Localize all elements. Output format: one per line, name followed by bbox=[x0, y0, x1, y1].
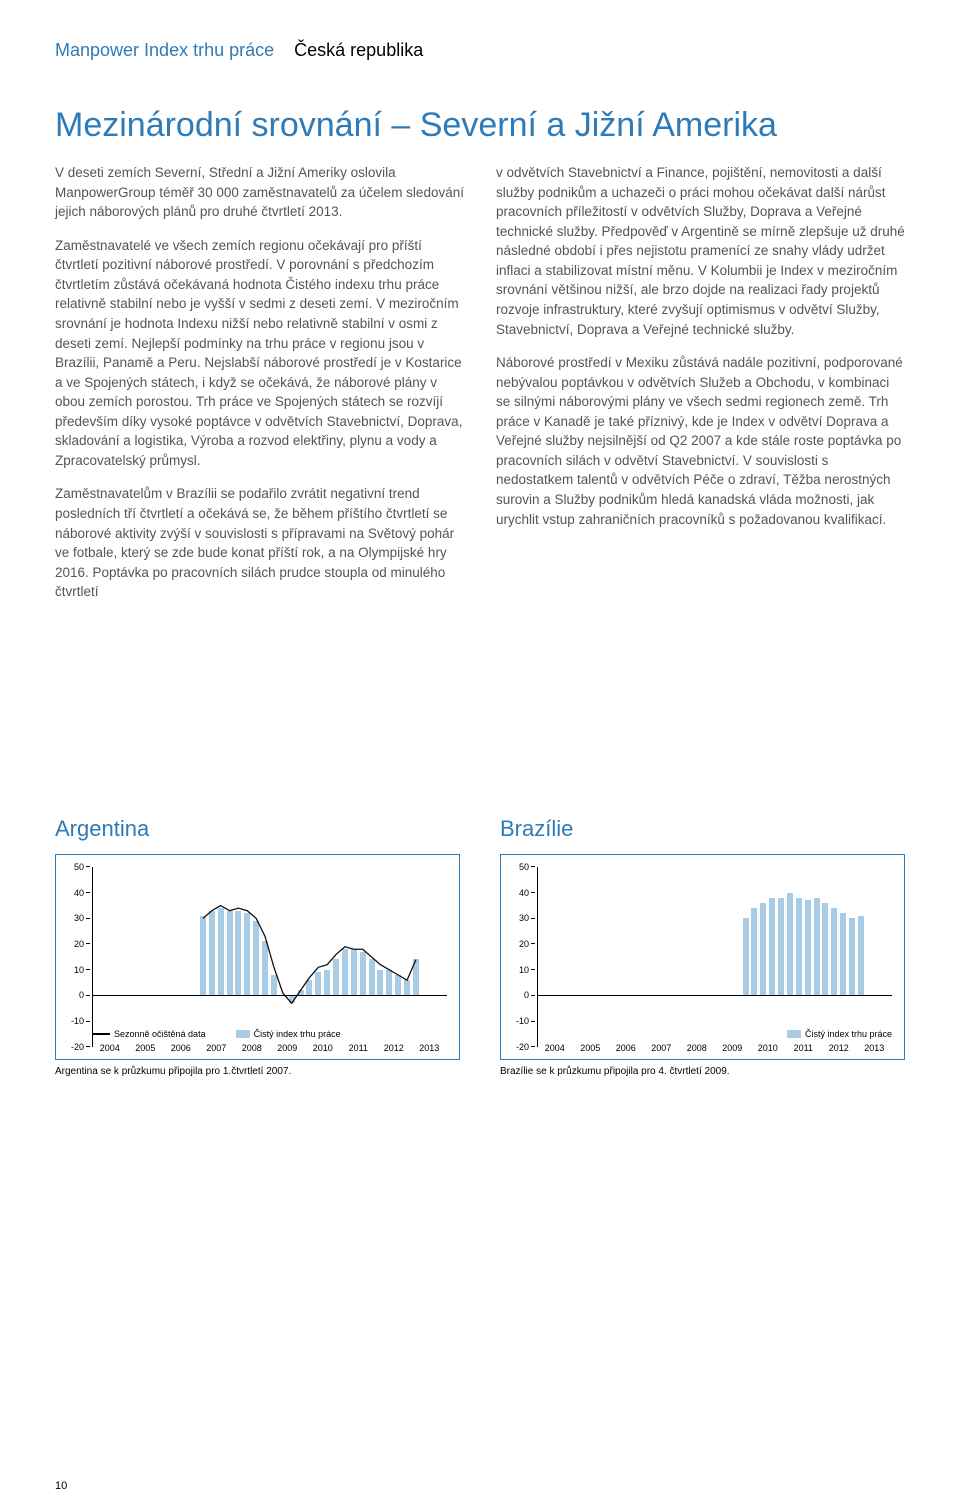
legend-label: Čistý index trhu práce bbox=[254, 1029, 341, 1039]
legend-label: Čistý index trhu práce bbox=[805, 1029, 892, 1039]
chart-bar bbox=[822, 903, 828, 996]
chart-bar bbox=[831, 908, 837, 995]
chart-note: Brazílie se k průzkumu připojila pro 4. … bbox=[500, 1066, 905, 1077]
x-axis-line bbox=[537, 995, 892, 996]
y-axis: 50403020100-10-20 bbox=[66, 867, 90, 1047]
chart-brazil: Brazílie 50403020100-10-20 Čistý index t… bbox=[500, 816, 905, 1077]
y-tick: -20 bbox=[516, 1042, 535, 1052]
body-para: V deseti zemích Severní, Střední a Jižní… bbox=[55, 163, 464, 222]
chart-note: Argentina se k průzkumu připojila pro 1.… bbox=[55, 1066, 460, 1077]
y-tick: 50 bbox=[74, 862, 90, 872]
chart-bar bbox=[769, 898, 775, 996]
y-tick: -20 bbox=[71, 1042, 90, 1052]
bars-layer bbox=[537, 867, 892, 1047]
body-para: Zaměstnavatelé ve všech zemích regionu o… bbox=[55, 236, 464, 471]
main-title: Mezinárodní srovnání – Severní a Jižní A… bbox=[55, 106, 905, 145]
header-accent: Manpower Index trhu práce bbox=[55, 40, 274, 60]
y-tick: -10 bbox=[71, 1016, 90, 1026]
page-header: Manpower Index trhu práce Česká republik… bbox=[55, 40, 905, 61]
chart-bar bbox=[840, 913, 846, 995]
chart-bar bbox=[787, 893, 793, 996]
y-tick: 10 bbox=[74, 965, 90, 975]
chart-argentina: Argentina 50403020100-10-20 Sezonně očiš… bbox=[55, 816, 460, 1077]
legend-line-swatch bbox=[92, 1033, 110, 1035]
chart-plot: 50403020100-10-20 bbox=[92, 867, 447, 1047]
chart-title: Argentina bbox=[55, 816, 460, 842]
body-columns: V deseti zemích Severní, Střední a Jižní… bbox=[55, 163, 905, 616]
chart-box: 50403020100-10-20 Sezonně očištěná data … bbox=[55, 854, 460, 1060]
y-tick: 30 bbox=[519, 913, 535, 923]
body-para: Náborové prostředí v Mexiku zůstává nadá… bbox=[496, 353, 905, 529]
y-tick: 30 bbox=[74, 913, 90, 923]
chart-box: 50403020100-10-20 Čistý index trhu práce… bbox=[500, 854, 905, 1060]
y-axis: 50403020100-10-20 bbox=[511, 867, 535, 1047]
page-number: 10 bbox=[55, 1480, 67, 1492]
header-country: Česká republika bbox=[294, 40, 423, 60]
legend-index: Čistý index trhu práce bbox=[236, 1029, 341, 1039]
chart-bar bbox=[858, 916, 864, 996]
chart-bar bbox=[849, 918, 855, 995]
chart-plot: 50403020100-10-20 bbox=[537, 867, 892, 1047]
chart-legend: Čistý index trhu práce bbox=[537, 1029, 892, 1039]
chart-bar bbox=[796, 898, 802, 996]
legend-bar-swatch bbox=[787, 1030, 801, 1038]
chart-bar bbox=[805, 900, 811, 995]
body-left-column: V deseti zemích Severní, Střední a Jižní… bbox=[55, 163, 464, 616]
chart-bar bbox=[751, 908, 757, 995]
chart-bar bbox=[760, 903, 766, 996]
chart-legend: Sezonně očištěná data Čistý index trhu p… bbox=[92, 1029, 447, 1039]
legend-label: Sezonně očištěná data bbox=[114, 1029, 206, 1039]
y-tick: 20 bbox=[74, 939, 90, 949]
chart-bar bbox=[743, 918, 749, 995]
legend-bar-swatch bbox=[236, 1030, 250, 1038]
chart-bar bbox=[778, 898, 784, 996]
y-tick: 0 bbox=[79, 990, 90, 1000]
body-para: Zaměstnavatelům v Brazílii se podařilo z… bbox=[55, 484, 464, 601]
y-tick: 40 bbox=[519, 888, 535, 898]
charts-row: Argentina 50403020100-10-20 Sezonně očiš… bbox=[55, 816, 905, 1077]
chart-title: Brazílie bbox=[500, 816, 905, 842]
y-tick: 50 bbox=[519, 862, 535, 872]
chart-bar bbox=[814, 898, 820, 996]
y-tick: 0 bbox=[524, 990, 535, 1000]
line-layer bbox=[92, 867, 447, 1047]
body-right-column: v odvětvích Stavebnictví a Finance, poji… bbox=[496, 163, 905, 616]
y-tick: 20 bbox=[519, 939, 535, 949]
legend-seasonal: Sezonně očištěná data bbox=[92, 1029, 206, 1039]
y-tick: 10 bbox=[519, 965, 535, 975]
y-tick: -10 bbox=[516, 1016, 535, 1026]
legend-index: Čistý index trhu práce bbox=[787, 1029, 892, 1039]
chart-line bbox=[203, 905, 416, 1003]
x-axis-line bbox=[92, 995, 447, 996]
y-tick: 40 bbox=[74, 888, 90, 898]
body-para: v odvětvích Stavebnictví a Finance, poji… bbox=[496, 163, 905, 339]
